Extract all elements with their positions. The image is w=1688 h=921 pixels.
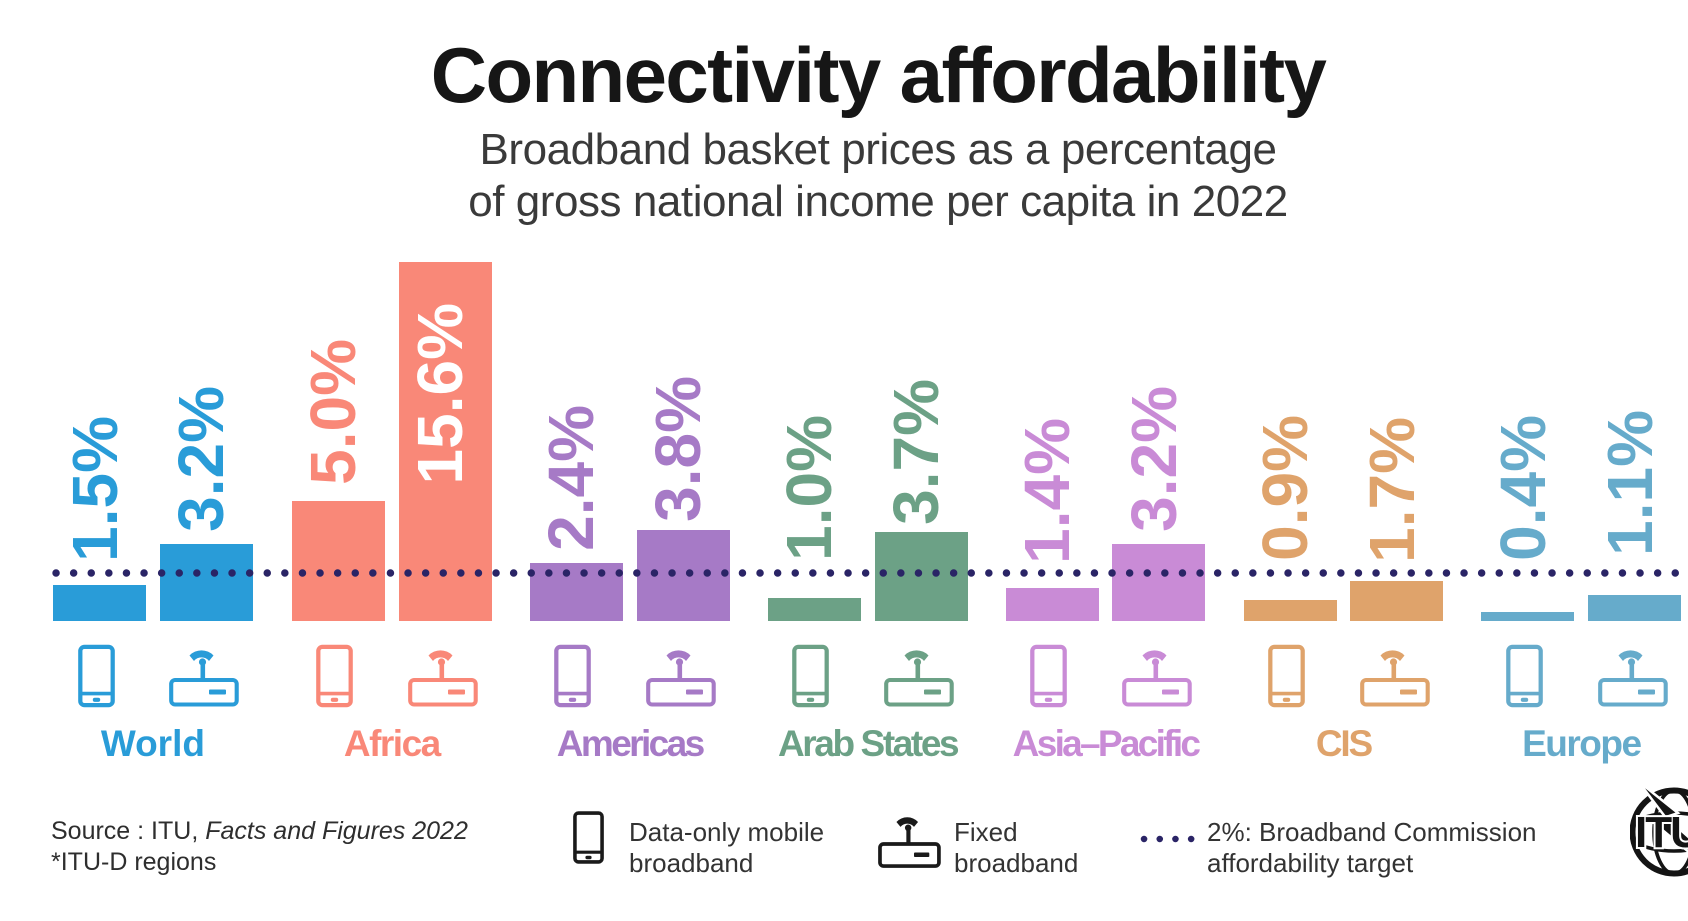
svg-text:ITU: ITU — [1635, 808, 1688, 857]
